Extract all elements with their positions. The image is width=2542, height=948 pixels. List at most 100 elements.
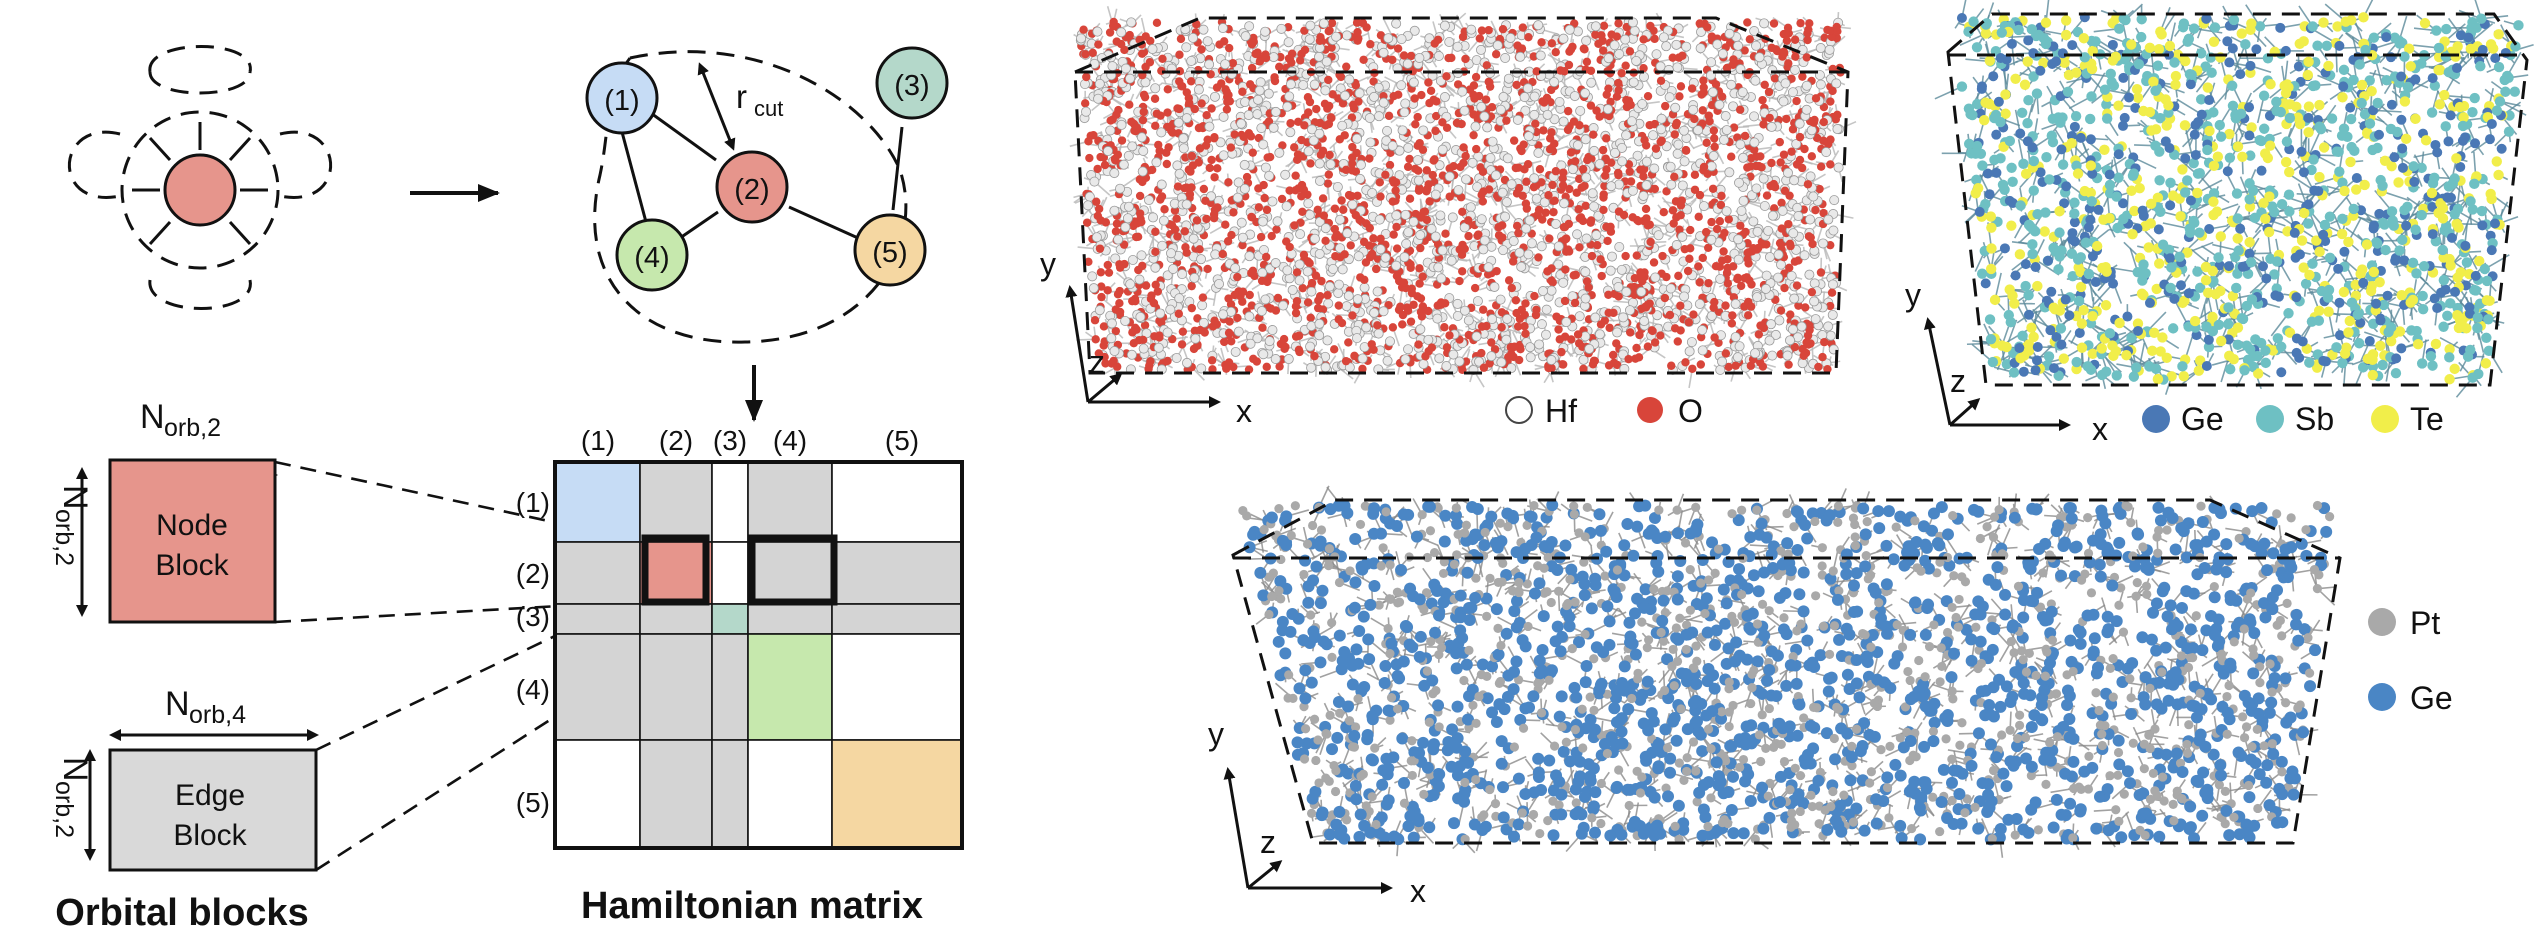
atom-hf <box>1382 125 1393 136</box>
atom-hf <box>1258 349 1269 360</box>
atom-o <box>1331 252 1340 261</box>
atom-o <box>1502 116 1511 125</box>
atom-o <box>1798 72 1807 81</box>
matrix-cell-1-2 <box>639 461 713 543</box>
atom-hf <box>1501 197 1512 208</box>
atom-hf <box>1143 195 1154 206</box>
atom-hf <box>1270 258 1281 269</box>
r-cut-arrow <box>697 62 736 151</box>
atom-o <box>1094 204 1104 214</box>
atom-o <box>1366 40 1375 49</box>
atom-o <box>1151 227 1160 236</box>
atom-hf <box>1629 25 1640 36</box>
atom-hf <box>1137 166 1148 177</box>
orbital-blocks: N orb,2 N orb,2 Node Block N orb,4 N orb… <box>50 398 319 934</box>
atom-hf <box>1444 171 1455 182</box>
atom-o <box>1703 243 1713 252</box>
atom-o <box>1158 54 1167 64</box>
atom-hf <box>1688 104 1699 115</box>
atom-o <box>1336 72 1346 82</box>
atom-hf <box>1263 88 1274 99</box>
atom-o <box>1213 203 1222 212</box>
atom-hf <box>1178 143 1189 154</box>
atom-o <box>1596 320 1606 329</box>
atom-o <box>1728 311 1737 320</box>
atom-o <box>1650 34 1659 44</box>
edge-block-highlight <box>748 534 838 606</box>
atom-hf <box>1172 160 1183 171</box>
atom-o <box>1775 137 1785 147</box>
atom-hf <box>1396 34 1407 45</box>
atom-o <box>1332 230 1341 239</box>
atom-hf <box>1607 251 1618 262</box>
row-label-4: (4) <box>516 674 550 705</box>
atom-hf <box>1472 296 1483 307</box>
atom-o <box>1695 19 1704 28</box>
atom-hf <box>1365 137 1376 148</box>
atom-hf <box>1391 18 1402 29</box>
atom-o <box>1471 72 1481 82</box>
atom-hf <box>1109 205 1120 216</box>
atom-hf <box>1651 49 1662 60</box>
atom-o <box>1727 319 1737 328</box>
atom-o <box>1545 145 1555 154</box>
atom-hf <box>1218 111 1229 122</box>
atom-hf <box>1433 51 1444 62</box>
atom-hf <box>1626 116 1637 127</box>
atom-o <box>1292 268 1302 277</box>
atom-hf <box>1487 314 1498 325</box>
atom-hf <box>1383 33 1394 44</box>
atom-o <box>1406 317 1416 326</box>
atom-hf <box>1501 334 1512 345</box>
atom-hf <box>1751 40 1762 51</box>
atom-o <box>1263 153 1272 162</box>
atom-hf <box>1260 26 1271 37</box>
atom-o <box>1194 158 1203 167</box>
atom-hf <box>1541 304 1552 315</box>
atom-o <box>1723 255 1732 264</box>
atom-hf <box>1303 198 1314 209</box>
atom-o <box>1152 109 1162 118</box>
atom-hf <box>1572 229 1583 240</box>
atom-hf <box>1525 352 1536 363</box>
atom-hf <box>1233 326 1244 337</box>
atom-o <box>1436 298 1446 307</box>
atom-hf <box>1127 141 1138 152</box>
atom-o <box>1125 30 1134 40</box>
atom-hf <box>1506 363 1517 374</box>
col-label-3: (3) <box>713 425 747 456</box>
edge-block-top-dim: N orb,4 <box>165 685 246 729</box>
atom-hf <box>1256 306 1267 317</box>
atom-hf <box>1304 34 1315 45</box>
atom-o <box>1676 301 1685 310</box>
matrix-cell-3-3 <box>711 603 749 635</box>
atom-hf <box>1153 342 1164 353</box>
atom-o <box>1246 132 1256 141</box>
atom-o <box>1676 82 1686 91</box>
atom-o <box>1568 42 1577 51</box>
atom-hf <box>1107 61 1118 72</box>
atom-o <box>1461 151 1470 161</box>
atom-hf <box>1150 262 1161 273</box>
atom-hf <box>1187 32 1198 43</box>
atom-hf <box>1553 241 1564 252</box>
atom-o <box>1125 100 1134 109</box>
atom-hf <box>1423 334 1434 345</box>
atom-o <box>1103 260 1113 270</box>
atom-o <box>1152 18 1162 28</box>
atom-o <box>1694 262 1703 271</box>
atom-o <box>1554 325 1563 334</box>
atom-o <box>1498 233 1507 242</box>
atom-hf <box>1679 291 1690 302</box>
atom-o <box>1389 230 1398 239</box>
atom-o <box>1617 68 1626 78</box>
atom-hf <box>1476 101 1487 112</box>
atom-o <box>1545 234 1554 243</box>
matrix-cell-4-4 <box>747 633 833 741</box>
atom-o <box>1797 163 1807 173</box>
atom-o <box>1487 338 1496 347</box>
atom-o <box>1369 234 1378 243</box>
atom-o <box>1384 111 1394 121</box>
atom-o <box>1577 183 1586 192</box>
atom-hf <box>1298 80 1309 91</box>
